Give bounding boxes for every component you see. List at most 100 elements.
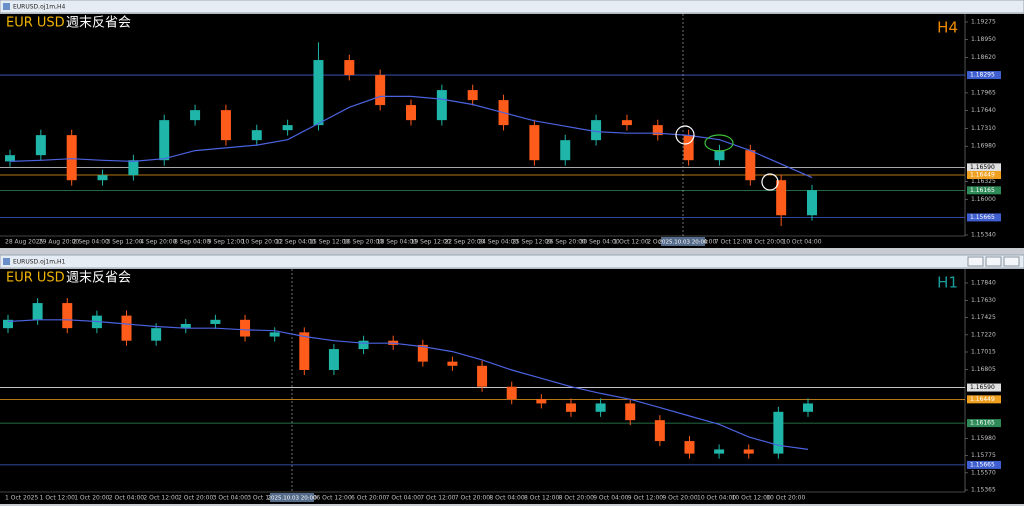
- candle-body: [714, 150, 725, 161]
- level-tag: [967, 395, 1001, 404]
- candle-body: [375, 75, 386, 106]
- candle-body: [62, 303, 73, 329]
- candle-body: [282, 125, 293, 131]
- candle-body: [560, 140, 571, 161]
- time-label: 2 Oct 04:00: [109, 495, 144, 502]
- level-tag: [967, 170, 1001, 179]
- window-title: EURUSD.oj1m,H4: [13, 4, 65, 11]
- time-label: 7 Oct 12:00: [715, 239, 750, 246]
- title-bar: [0, 0, 1024, 14]
- candle-body: [344, 60, 355, 76]
- time-label: 29 Aug 20:00: [39, 239, 80, 246]
- candle-body: [652, 125, 663, 136]
- y-tick-label: 1.17840: [971, 280, 996, 287]
- close-button[interactable]: [1003, 256, 1020, 267]
- time-label: 7 Oct 20:00: [455, 495, 490, 502]
- candle-body: [251, 130, 262, 141]
- window-icon: [3, 3, 10, 10]
- annotation-circle: [761, 173, 779, 191]
- candle-body: [745, 150, 756, 181]
- candle-body: [220, 110, 231, 141]
- candle-body: [159, 120, 170, 161]
- candle-body: [683, 135, 694, 161]
- level-tag: [967, 213, 1001, 222]
- candle-body: [66, 135, 77, 181]
- candle-body: [190, 110, 201, 121]
- time-label: 28 Aug 2025: [5, 239, 44, 246]
- time-label: 4 Sep 20:00: [140, 239, 176, 246]
- y-tick-label: 1.17425: [971, 314, 996, 321]
- moving-average: [7, 319, 809, 450]
- candle-body: [536, 399, 547, 404]
- time-label: 10 Oct 12:00: [732, 495, 771, 502]
- time-label: 10 Oct 04:00: [697, 495, 736, 502]
- time-label: 15 Sep 12:00: [309, 239, 349, 246]
- candle-body: [654, 420, 665, 442]
- y-tick-label: 1.17965: [971, 89, 996, 96]
- candle-body: [684, 441, 695, 454]
- candle-body: [5, 155, 15, 162]
- time-label: 8 Sep 04:00: [174, 239, 210, 246]
- minimize-button[interactable]: [967, 256, 984, 267]
- time-label: 1 Oct 12:00: [40, 495, 75, 502]
- window-icon: [3, 258, 10, 265]
- y-tick-label: 1.15365: [971, 487, 996, 494]
- candle-body: [3, 319, 13, 329]
- candle-body: [313, 60, 324, 126]
- candle-body: [436, 90, 447, 121]
- level-label: 1.16165: [970, 420, 995, 427]
- time-label: 1 Oct 20:00: [74, 495, 109, 502]
- level-tag: [967, 419, 1001, 428]
- time-label: 2 Oct 20:00: [178, 495, 213, 502]
- time-label: 8 Oct 20:00: [559, 495, 594, 502]
- y-tick-label: 1.17310: [971, 125, 996, 132]
- candle-body: [591, 120, 602, 141]
- candle-body: [807, 190, 817, 216]
- title-bar: [0, 254, 1024, 269]
- candle-body: [621, 120, 632, 126]
- candle-body: [97, 175, 108, 181]
- level-label: 1.16449: [970, 171, 995, 178]
- y-tick-label: 1.16805: [971, 366, 996, 373]
- moving-average: [9, 95, 813, 179]
- candle-body: [529, 125, 540, 161]
- cursor-time-box: [270, 493, 314, 502]
- time-label: 16 Sep 20:00: [343, 239, 383, 246]
- y-tick-label: 1.17015: [971, 349, 996, 356]
- candle-body: [358, 340, 369, 350]
- candle-body: [406, 105, 416, 121]
- time-label: 1 Oct 2025: [5, 495, 38, 502]
- time-label: 18 Sep 04:00: [377, 239, 417, 246]
- symbol-label: EUR USD: [6, 271, 65, 286]
- candle-body: [269, 332, 280, 337]
- timeframe-label: H4: [937, 19, 958, 37]
- candle-body: [467, 90, 478, 101]
- y-tick-label: 1.15980: [971, 435, 996, 442]
- level-tag: [967, 460, 1001, 469]
- time-label: 9 Oct 20:00: [662, 495, 697, 502]
- candle-body: [180, 323, 191, 329]
- time-label: 9 Oct 04:00: [593, 495, 628, 502]
- level-label: 1.15665: [970, 214, 995, 221]
- note-label: 週末反省会: [66, 16, 131, 31]
- time-label: 30 Sep 04:00: [580, 239, 620, 246]
- maximize-button[interactable]: [985, 256, 1002, 267]
- timeframe-label: H1: [937, 274, 958, 292]
- level-label: 1.16165: [970, 187, 995, 194]
- time-label: 7 Oct 12:00: [420, 495, 455, 502]
- y-tick-label: 1.18620: [971, 54, 996, 61]
- annotation-ellipse: [704, 134, 734, 152]
- level-tag: [967, 71, 1001, 80]
- level-label: 1.16449: [970, 396, 995, 403]
- time-label: 10 Oct 04:00: [782, 239, 821, 246]
- candle-body: [210, 319, 221, 324]
- time-label: 6 Oct 20:00: [351, 495, 386, 502]
- y-tick-label: 1.16325: [971, 178, 996, 185]
- symbol-label: EUR USD: [6, 16, 65, 31]
- time-label: 12 Sep 04:00: [275, 239, 315, 246]
- chart-area: [0, 14, 1024, 248]
- candle-body: [447, 361, 458, 366]
- candle-body: [595, 403, 606, 412]
